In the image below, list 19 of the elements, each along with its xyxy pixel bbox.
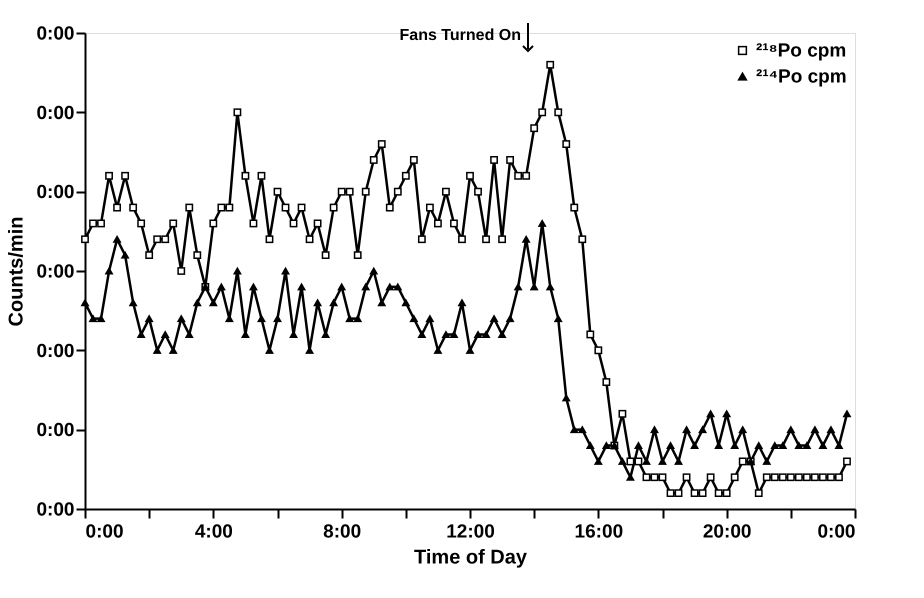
legend-label: ²¹⁴Po cpm: [756, 66, 847, 88]
x-tick-label: 4:00: [194, 522, 233, 542]
y-tick-label: 0:00: [36, 420, 74, 442]
x-tick-label: 20:00: [702, 522, 752, 542]
x-tick-label: 12:00: [446, 522, 495, 542]
y-tick-label: 0:00: [36, 102, 74, 124]
y-tick-label: 0:00: [36, 340, 74, 362]
y-tick-label: 0:00: [36, 24, 74, 44]
annotation: Fans Turned On: [400, 27, 521, 44]
x-tick-label: 0:00: [817, 522, 856, 542]
y-tick-label: 0:00: [36, 500, 74, 520]
x-tick-label: 8:00: [323, 522, 362, 542]
y-tick-label: 0:00: [36, 262, 74, 282]
x-axis-title: Time of Day: [414, 546, 528, 568]
legend-label: ²¹⁸Po cpm: [756, 40, 846, 62]
y-axis-title: Counts/min: [5, 216, 28, 326]
y-tick-label: 0:00: [36, 182, 74, 204]
x-tick-label: 16:00: [574, 522, 624, 542]
x-tick-label: 0:00: [86, 522, 124, 542]
